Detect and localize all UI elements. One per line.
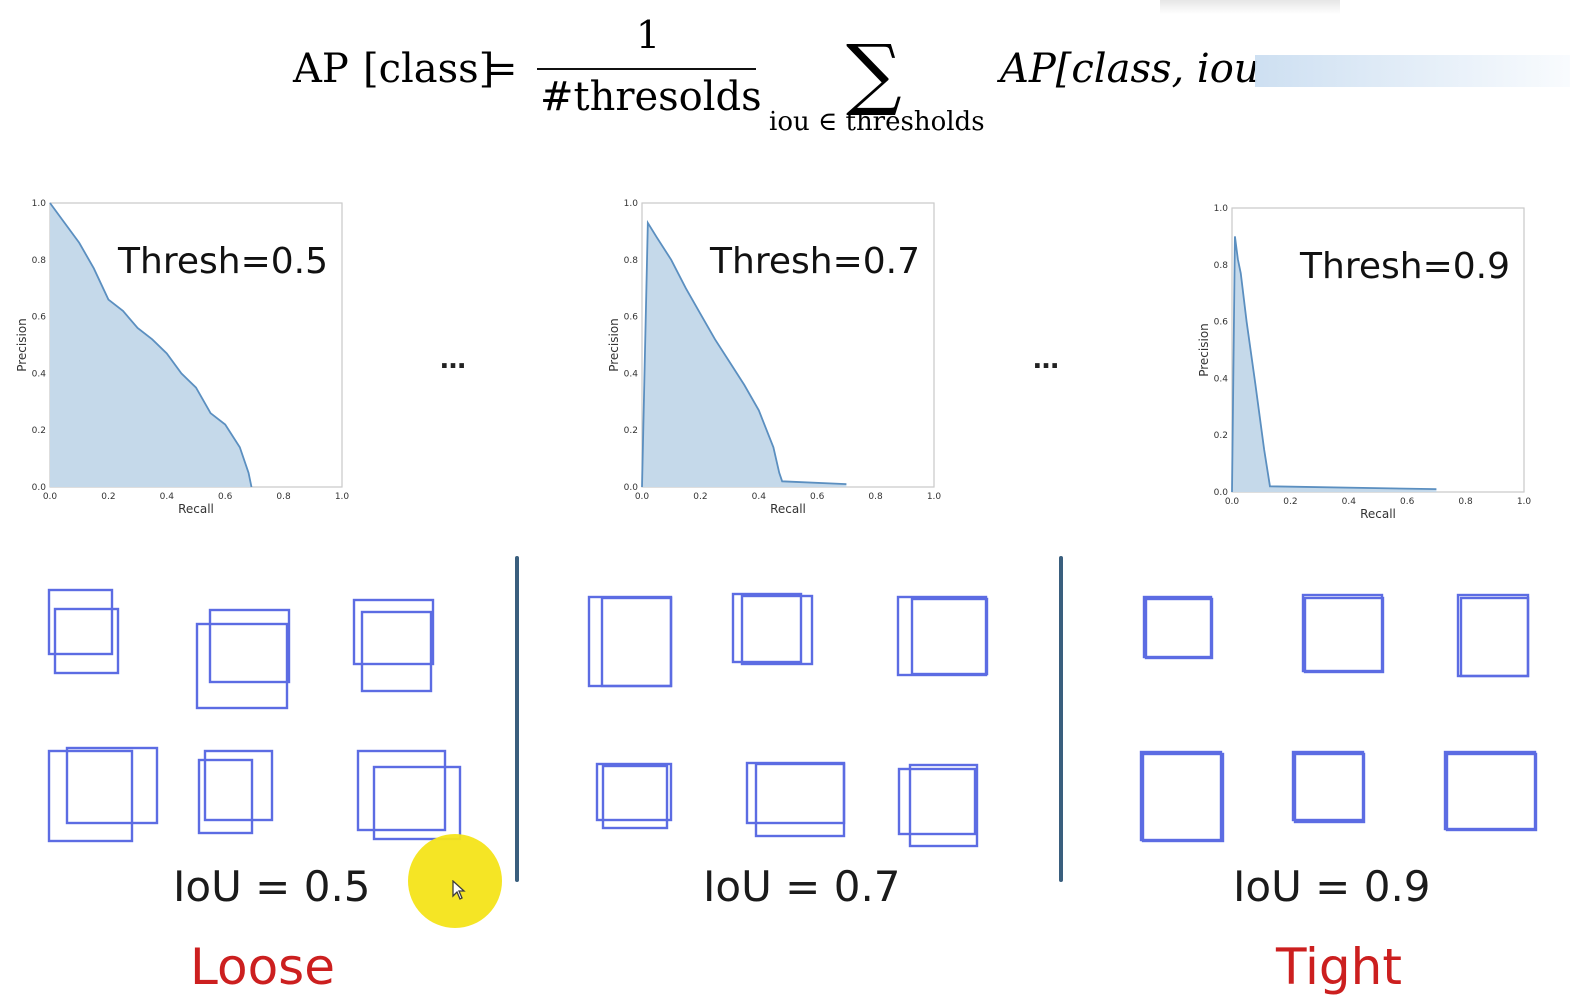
pr-chart-1: 0.0 0.2 0.4 0.6 0.8 1.0 0.0 0.2 0.4 0.6 0.8 1.0 Reca…	[8, 195, 358, 525]
y-tick-label: 0.4	[1214, 374, 1229, 384]
bbox-pair-tight-4	[1139, 750, 1225, 843]
pr-curve	[49, 202, 253, 488]
bbox-pair-loose-2	[195, 608, 291, 710]
x-axis-label: Recall	[1360, 507, 1396, 521]
y-tick-label: 0.0	[32, 483, 47, 493]
x-tick-label: 0.6	[810, 492, 825, 502]
x-tick-label: 0.2	[1283, 497, 1297, 507]
bbox-pair-mid-4	[595, 762, 673, 830]
y-axis-label: Precision	[15, 318, 29, 372]
mouse-pointer-icon	[452, 880, 466, 900]
y-tick-label: 1.0	[624, 199, 639, 209]
x-tick-label: 1.0	[1517, 497, 1532, 507]
sum-symbol: ∑	[846, 29, 902, 119]
x-tick-label: 0.8	[1458, 497, 1473, 507]
bbox-pair-tight-1	[1142, 595, 1214, 660]
x-tick-label: 0.2	[101, 492, 115, 502]
bbox-illustrations	[47, 588, 1538, 848]
formula-class: [class]	[363, 46, 494, 92]
y-axis-label: Precision	[1197, 323, 1211, 377]
formula-numerator: 1	[636, 13, 660, 57]
y-tick-label: 0.4	[624, 369, 639, 379]
x-tick-label: 0.4	[1342, 497, 1357, 507]
bbox-pair-mid-3	[896, 595, 989, 677]
y-axis-label: Precision	[607, 318, 621, 372]
y-tick-label: 0.6	[624, 313, 639, 323]
bbox-pair-loose-5	[197, 749, 274, 835]
x-tick-label: 0.6	[1400, 497, 1415, 507]
y-tick-label: 0.4	[32, 369, 47, 379]
x-tick-label: 0.0	[635, 492, 650, 502]
formula-rhs: AP[class, iou	[996, 46, 1260, 92]
y-tick-label: 0.8	[32, 256, 47, 266]
divider-1	[515, 556, 519, 882]
x-tick-label: 0.6	[218, 492, 233, 502]
bbox-pair-loose-4	[47, 746, 159, 843]
pr-area	[1232, 236, 1437, 492]
x-tick-label: 0.0	[1225, 497, 1240, 507]
formula-equals: =	[484, 46, 518, 92]
top-edge-artifact	[1160, 0, 1340, 14]
bbox-pair-tight-3	[1456, 593, 1530, 678]
pr-chart-1-svg: 0.0 0.2 0.4 0.6 0.8 1.0 0.0 0.2 0.4 0.6 0.8 1.0 Reca…	[15, 199, 350, 516]
y-tick-label: 0.2	[624, 426, 638, 436]
x-axis-label: Recall	[770, 502, 806, 516]
pr-chart-2-svg: 0.0 0.2 0.4 0.6 0.8 1.0 0.0 0.2 0.4 0.6 0.8 1.0 Reca…	[607, 199, 942, 516]
tight-label: Tight	[1276, 938, 1402, 996]
bbox-pair-mid-5	[745, 761, 846, 838]
pr-curve	[641, 219, 847, 488]
ap-formula: AP [class] = 1 #thresolds ∑ iou ∈ thresh…	[292, 13, 1260, 137]
x-tick-label: 0.4	[160, 492, 175, 502]
loose-label: Loose	[190, 938, 335, 996]
chart-title: Thresh=0.9	[1299, 246, 1510, 287]
y-tick-label: 1.0	[1214, 204, 1229, 214]
x-axis-label: Recall	[178, 502, 214, 516]
ellipsis-2: …	[1033, 345, 1059, 375]
iou-label-0-7: IoU = 0.7	[703, 862, 901, 911]
pr-chart-3: 0.0 0.2 0.4 0.6 0.8 1.0 0.0 0.2 0.4 0.6 0.8 1.0 Reca…	[1190, 200, 1540, 530]
plot-frame	[1231, 207, 1525, 493]
x-tick-label: 1.0	[927, 492, 942, 502]
y-tick-label: 0.6	[32, 313, 47, 323]
pr-curve	[1231, 236, 1437, 493]
y-tick-label: 0.8	[624, 256, 639, 266]
bbox-pair-loose-3	[352, 598, 435, 693]
cursor-highlight	[408, 834, 502, 928]
chart-title: Thresh=0.7	[709, 241, 920, 282]
bbox-pair-mid-2	[731, 592, 814, 666]
y-tick-label: 0.2	[1214, 431, 1228, 441]
y-tick-label: 0.0	[624, 483, 639, 493]
formula-denominator: #thresolds	[540, 74, 762, 120]
formula-occlusion	[1255, 55, 1570, 87]
pr-chart-2: 0.0 0.2 0.4 0.6 0.8 1.0 0.0 0.2 0.4 0.6 0.8 1.0 Reca…	[600, 195, 950, 525]
y-tick-label: 1.0	[32, 199, 47, 209]
x-tick-label: 0.8	[276, 492, 291, 502]
iou-label-0-5: IoU = 0.5	[173, 862, 371, 911]
pr-area	[642, 222, 847, 487]
bbox-pair-tight-2	[1301, 593, 1385, 674]
bbox-pair-mid-6	[897, 763, 979, 848]
y-tick-label: 0.6	[1214, 318, 1229, 328]
bbox-pair-mid-1	[587, 595, 673, 688]
y-tick-label: 0.0	[1214, 488, 1229, 498]
y-tick-label: 0.8	[1214, 261, 1229, 271]
divider-2	[1059, 556, 1063, 882]
bbox-pair-loose-6	[356, 749, 462, 841]
pr-area	[50, 203, 252, 487]
x-tick-label: 0.2	[693, 492, 707, 502]
bbox-pair-tight-5	[1291, 750, 1366, 824]
x-tick-label: 1.0	[335, 492, 350, 502]
x-tick-label: 0.8	[868, 492, 883, 502]
sum-index: iou ∈ thresholds	[769, 107, 985, 137]
iou-label-0-9: IoU = 0.9	[1233, 862, 1431, 911]
x-tick-label: 0.0	[43, 492, 58, 502]
pr-chart-3-svg: 0.0 0.2 0.4 0.6 0.8 1.0 0.0 0.2 0.4 0.6 0.8 1.0 Reca…	[1197, 204, 1532, 521]
bbox-pair-loose-1	[47, 588, 120, 675]
formula-ap: AP	[292, 46, 349, 92]
chart-title: Thresh=0.5	[117, 241, 328, 282]
ellipsis-1: …	[440, 345, 466, 375]
bbox-pair-tight-6	[1443, 750, 1538, 832]
y-tick-label: 0.2	[32, 426, 46, 436]
x-tick-label: 0.4	[752, 492, 767, 502]
